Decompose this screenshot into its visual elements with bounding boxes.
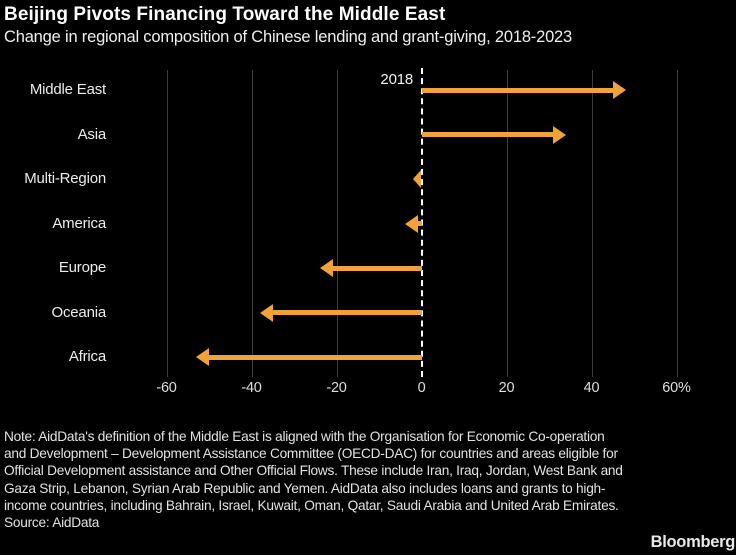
arrow-chart: -60 -40 -20 0 20 40 60% 2018 Middle East Asia Mult… — [0, 68, 736, 403]
footnote-line: Gaza Strip, Lebanon, Syrian Arab Republi… — [4, 480, 606, 496]
arrow-head — [196, 348, 210, 366]
arrow-shaft — [332, 265, 422, 271]
bloomberg-logo: Bloomberg — [650, 533, 736, 551]
category-label: Middle East — [29, 81, 106, 98]
category-label: Oceania — [51, 303, 107, 321]
arrow-head — [612, 81, 626, 99]
baseline-2018-line — [420, 68, 423, 377]
category-label: America — [52, 214, 106, 232]
gridline — [166, 70, 168, 377]
footnote-line: income countries, including Bahrain, Isr… — [4, 497, 619, 513]
footnote: Note: AidData's definition of the Middle… — [4, 428, 732, 514]
source-line: Source: AidData — [4, 515, 100, 531]
chart-footer: Note: AidData's definition of the Middle… — [4, 428, 732, 531]
gridline — [251, 70, 253, 377]
arrow-shaft — [421, 132, 553, 137]
x-axis-tick-label: 60% — [662, 380, 691, 396]
x-axis-tick-label: -40 — [241, 380, 262, 396]
category-label: Multi-Region — [24, 170, 106, 187]
x-axis-tick-label: -60 — [156, 380, 177, 396]
arrow-head — [404, 214, 418, 233]
gridline — [506, 70, 508, 377]
chart-title: Beijing Pivots Financing Toward the Midd… — [4, 4, 446, 25]
chart-header: Beijing Pivots Financing Toward the Midd… — [4, 3, 732, 48]
category-label: Asia — [77, 125, 107, 143]
footnote-line: and Development – Development Assistance… — [4, 446, 618, 462]
arrow-head — [319, 259, 333, 277]
arrow-head — [553, 125, 566, 144]
x-axis-tick-label: 0 — [417, 380, 426, 396]
arrow-head — [413, 170, 421, 188]
chart-subtitle: Change in regional composition of Chines… — [4, 28, 572, 46]
arrow-shaft — [273, 310, 422, 315]
arrow-head — [260, 303, 273, 322]
x-axis-tick-label: -20 — [326, 380, 347, 396]
gridline — [336, 70, 338, 377]
gridline — [591, 70, 593, 377]
baseline-year-label: 2018 — [380, 71, 413, 88]
gridline — [676, 70, 678, 377]
footnote-line: Note: AidData's definition of the Middle… — [4, 429, 605, 444]
category-label: Europe — [58, 259, 106, 276]
arrow-shaft — [421, 87, 613, 93]
arrow-shaft — [209, 354, 422, 360]
footnote-line: Official Development assistance and Othe… — [4, 463, 623, 479]
x-axis-tick-label: 40 — [583, 380, 600, 396]
arrow-shaft — [417, 221, 422, 226]
x-axis-tick-label: 20 — [498, 380, 515, 396]
category-label: Africa — [68, 348, 106, 365]
